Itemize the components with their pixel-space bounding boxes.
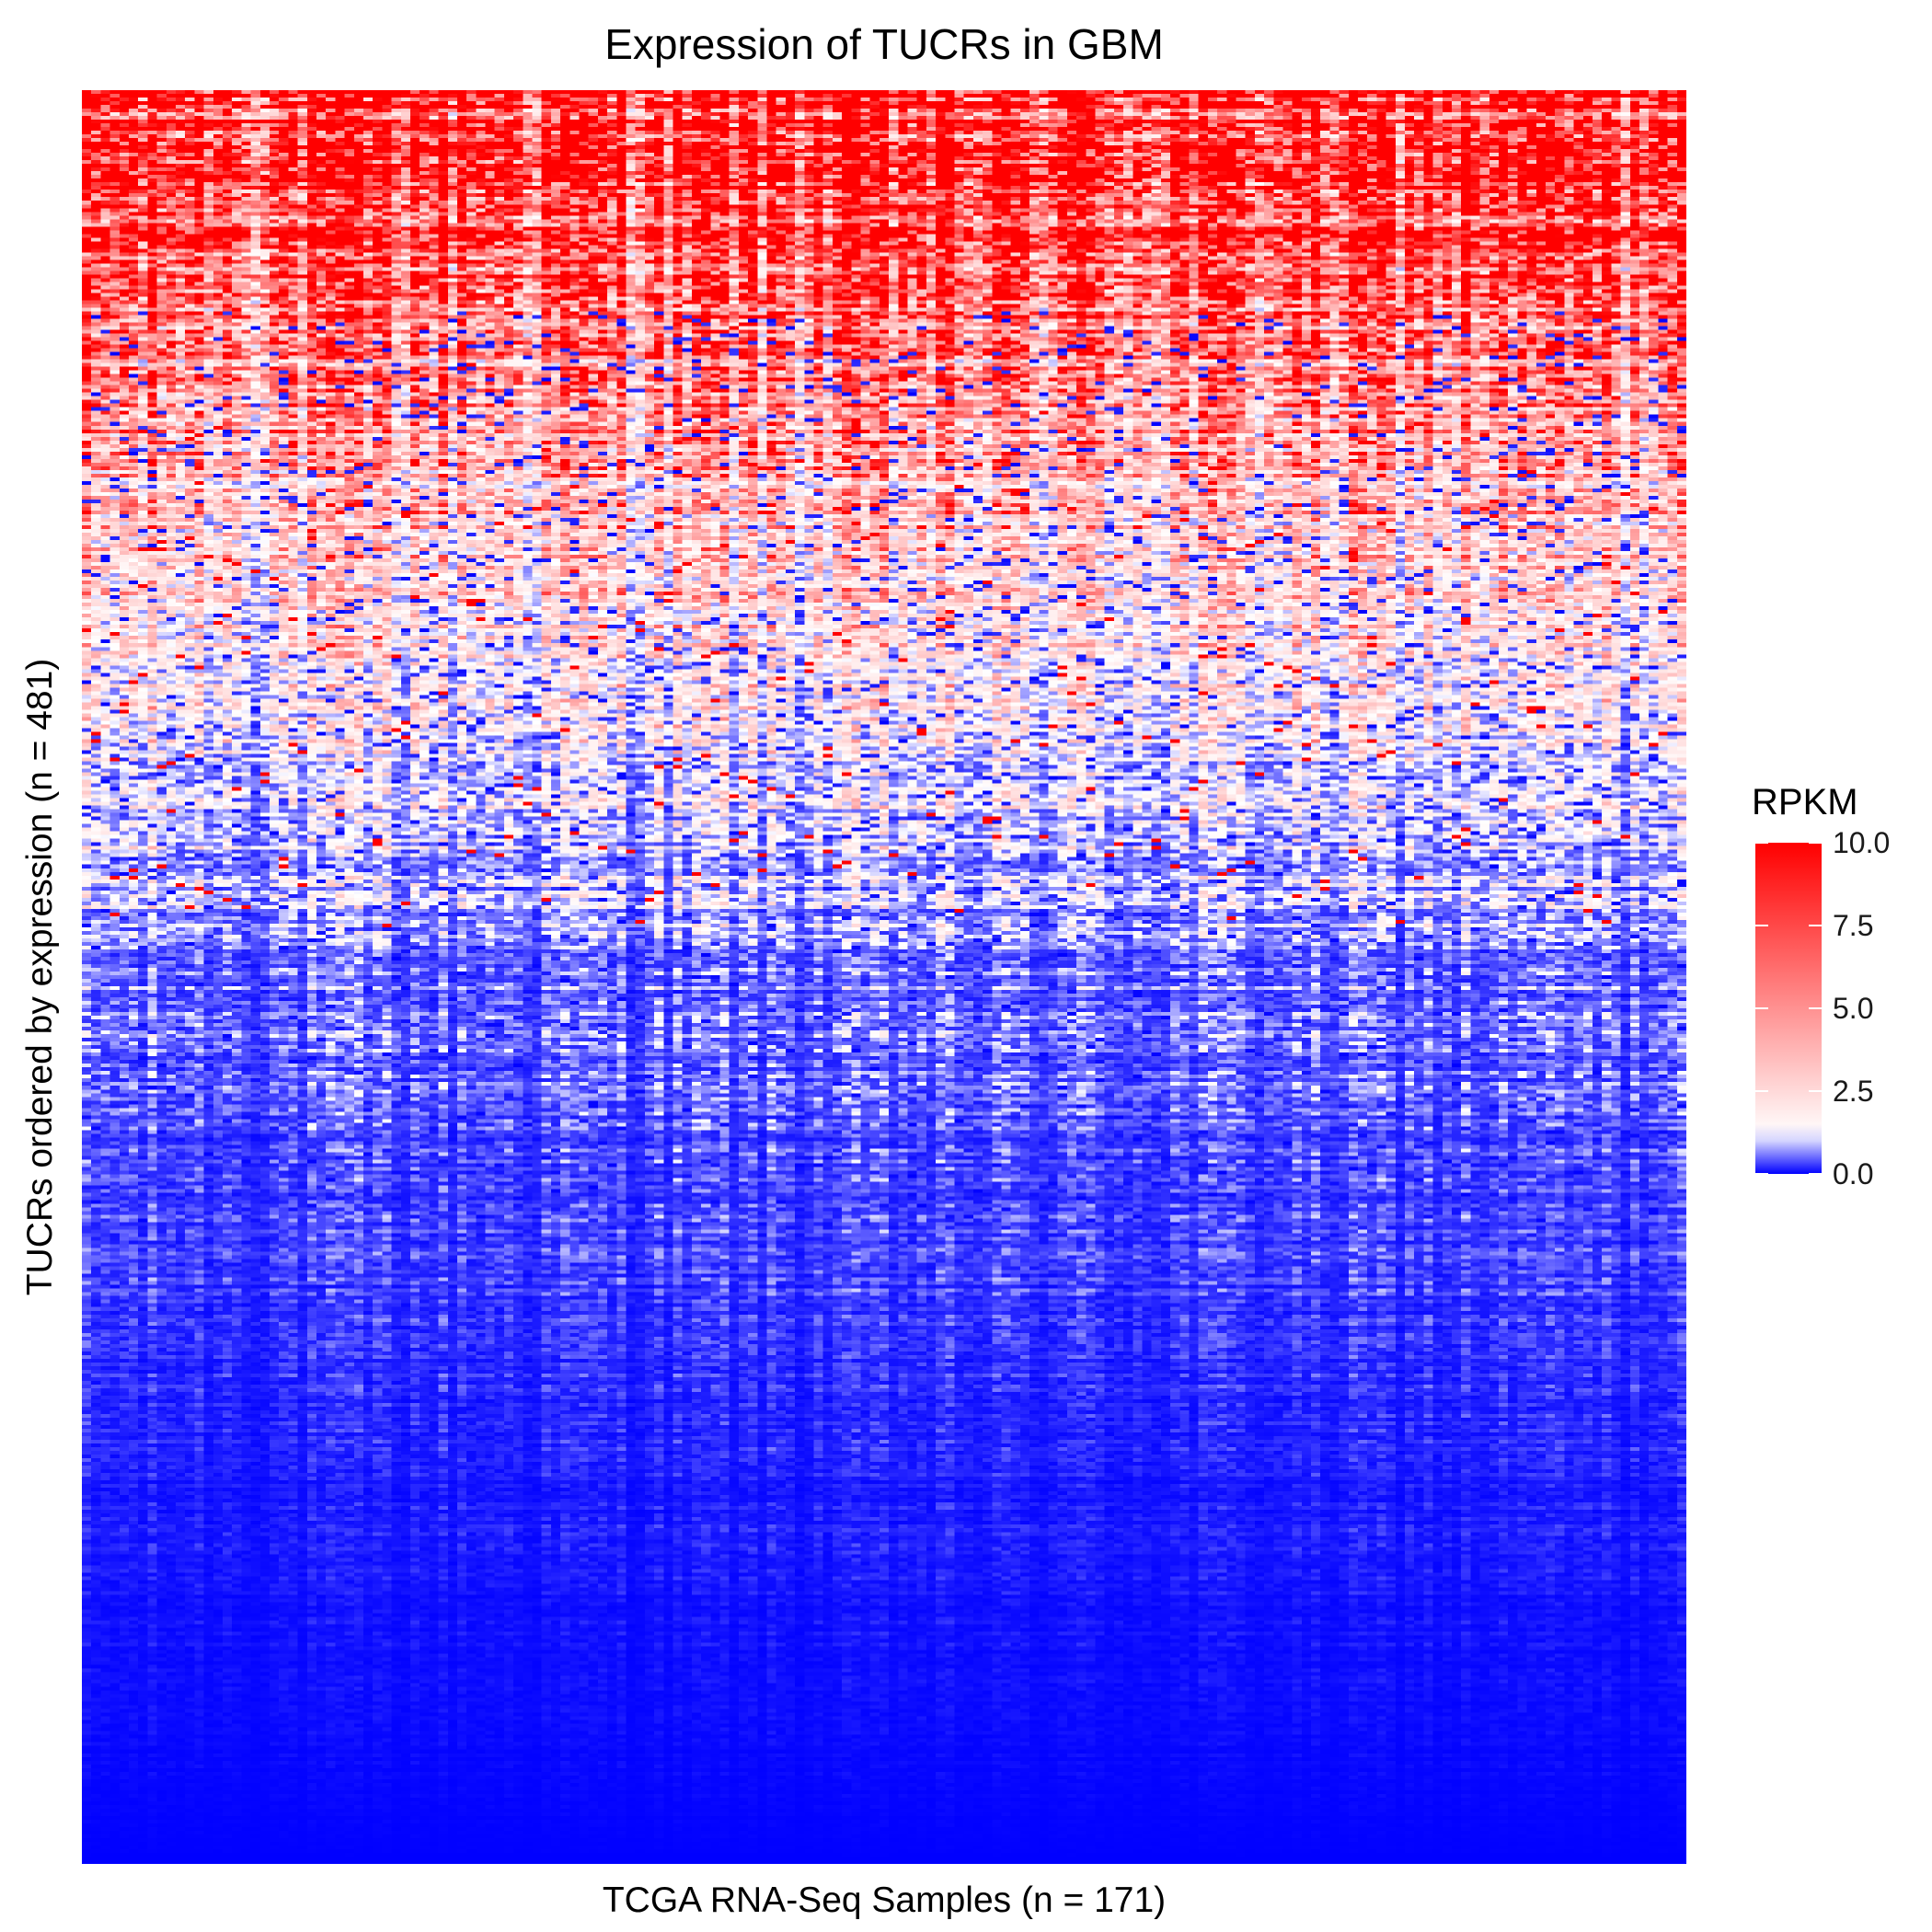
chart-title: Expression of TUCRs in GBM: [604, 20, 1164, 68]
heatmap-grid: [82, 90, 1686, 1864]
y-axis-label: TUCRs ordered by expression (n = 481): [20, 658, 60, 1296]
heatmap-panel: [82, 90, 1686, 1864]
legend-tick-label: 2.5: [1833, 1075, 1873, 1108]
legend-tick-label: 7.5: [1833, 909, 1873, 942]
legend-colorbar: 0.0 2.5 5.0 7.5 10.0: [1755, 826, 1890, 1190]
legend-tick-label: 5.0: [1833, 992, 1873, 1025]
legend-tick-label: 10.0: [1833, 826, 1890, 859]
legend-title: RPKM: [1752, 782, 1858, 822]
color-legend: RPKM 0.0 2.5 5.0 7.5 10.0: [1746, 780, 1921, 1190]
x-axis-label: TCGA RNA-Seq Samples (n = 171): [602, 1880, 1167, 1920]
legend-tick-label: 0.0: [1833, 1157, 1873, 1190]
heatmap-cells: [82, 90, 1686, 1864]
